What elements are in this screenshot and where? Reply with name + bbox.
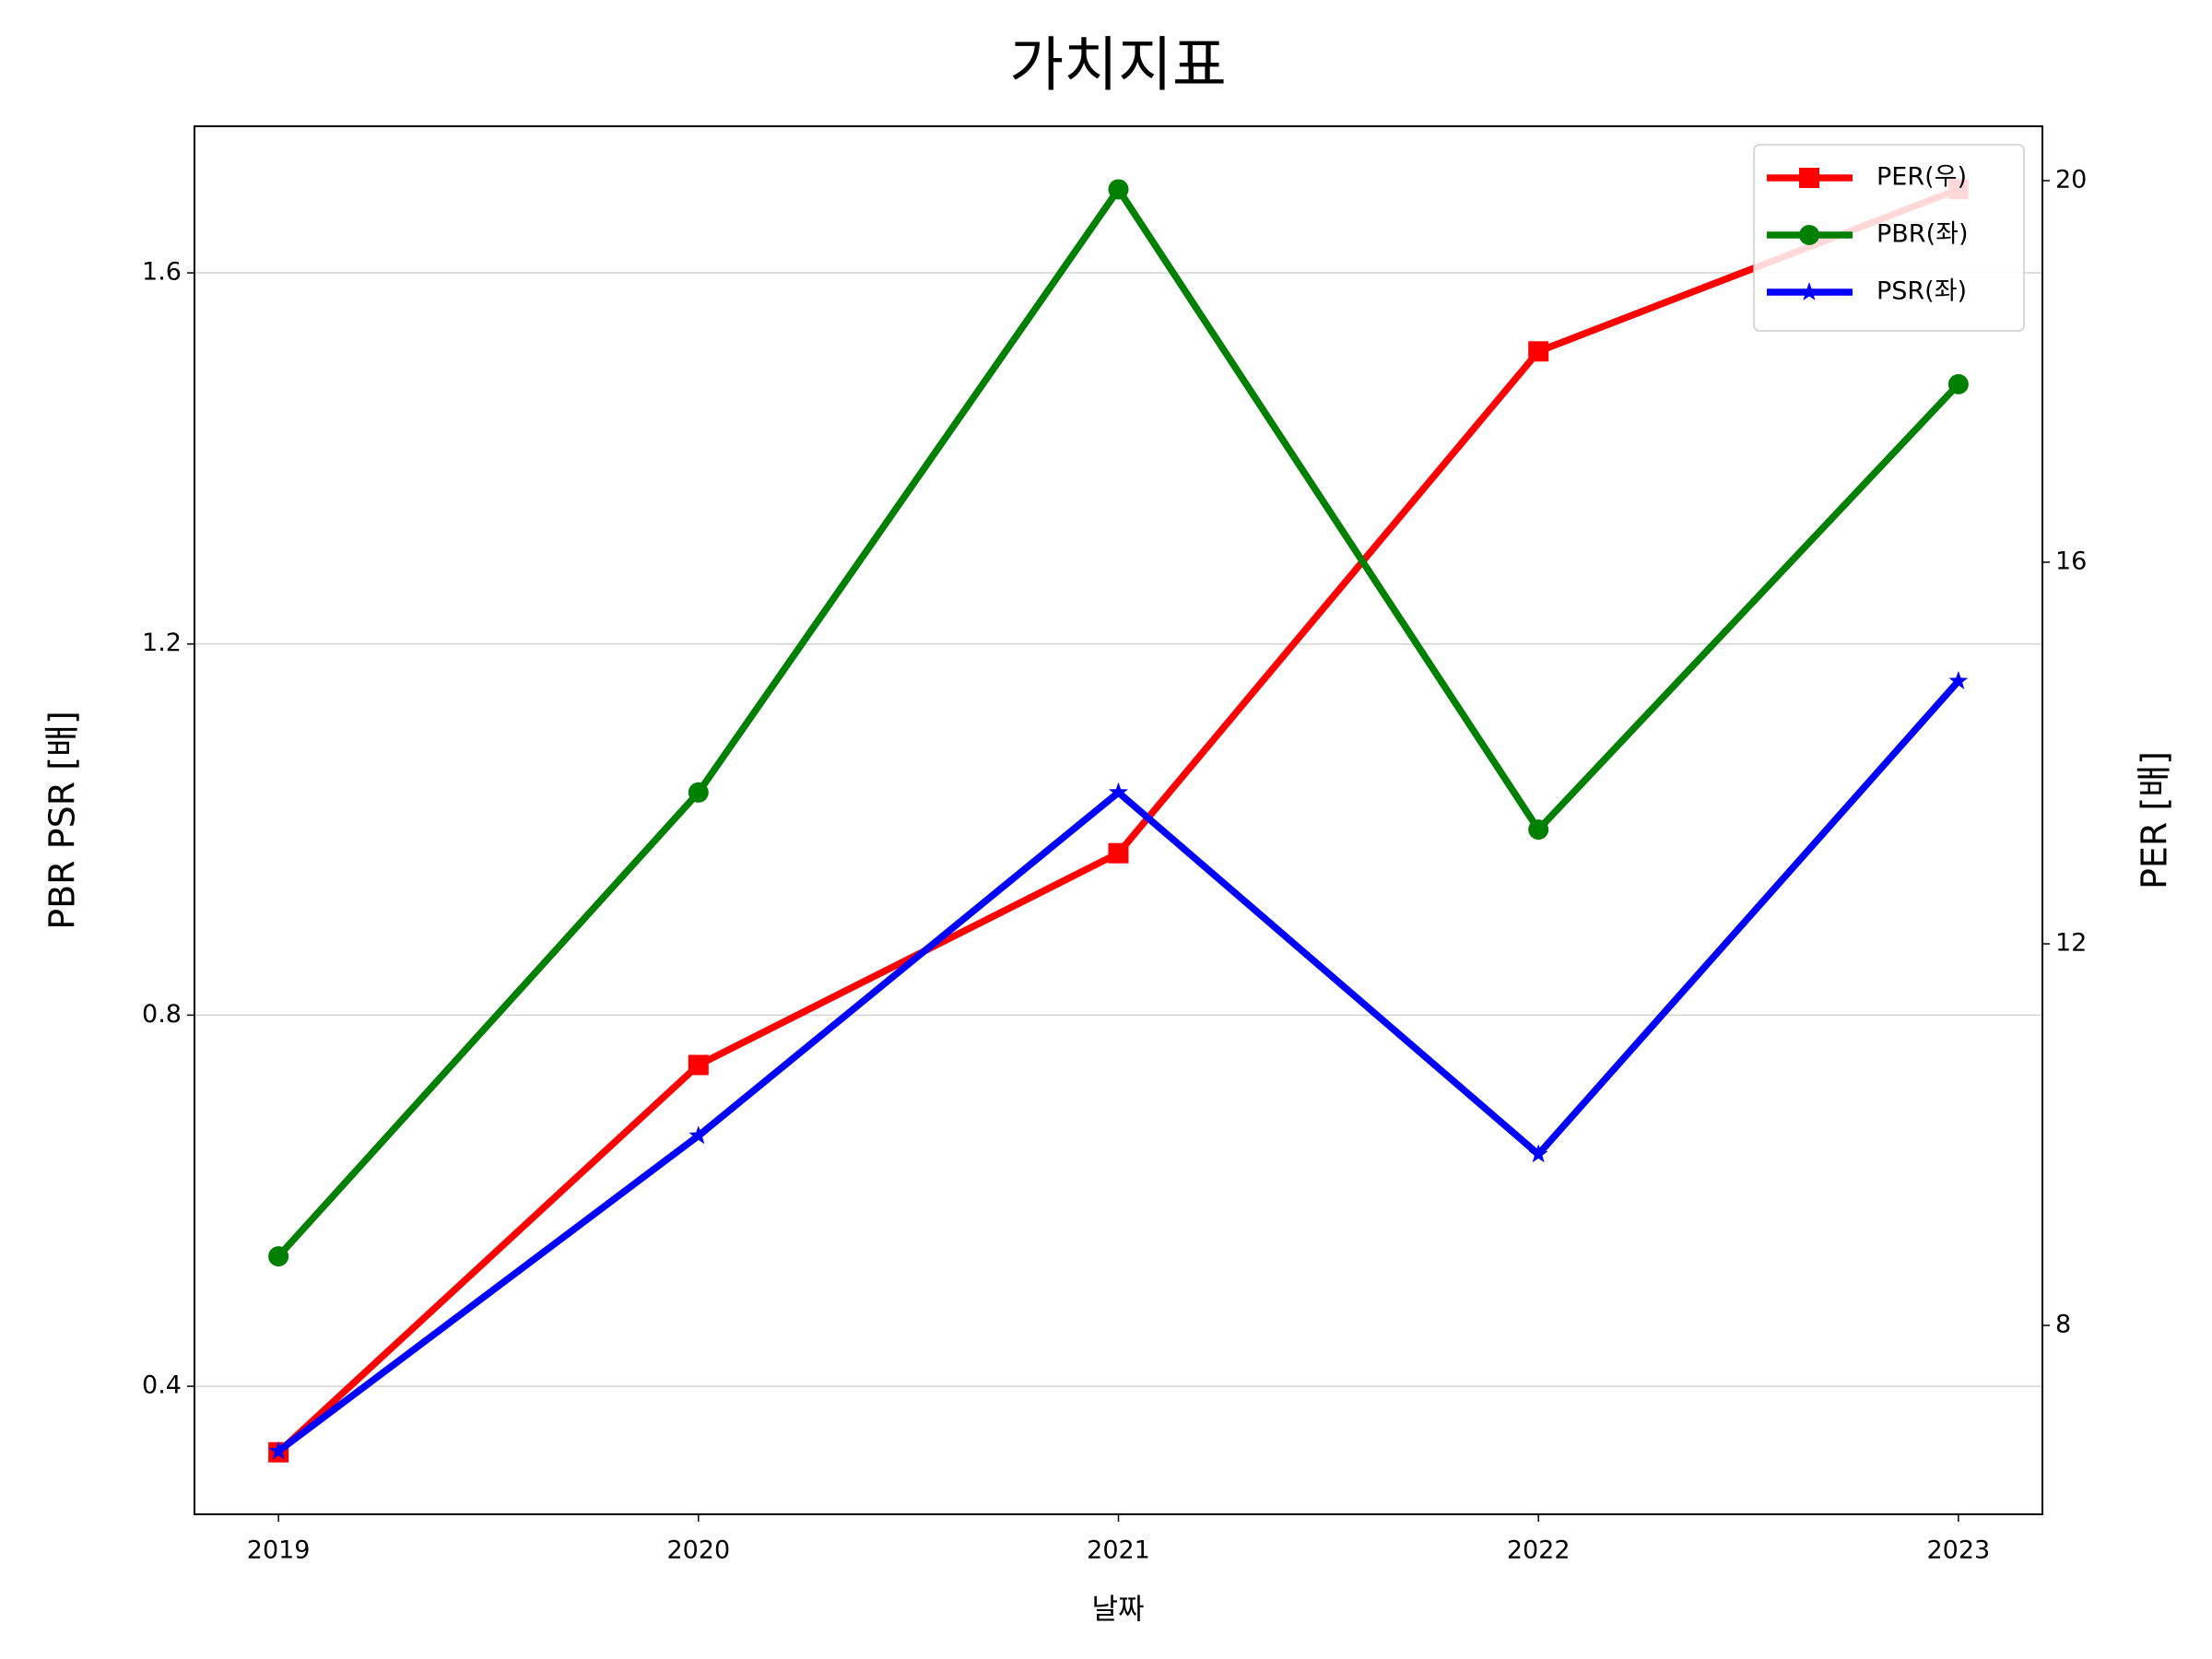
marker	[1528, 819, 1549, 841]
legend-label: PER(우)	[1877, 163, 1967, 192]
marker	[688, 782, 709, 803]
x-tick-label: 2021	[1087, 1536, 1150, 1565]
x-axis-label: 날짜	[1091, 1594, 1144, 1627]
marker	[1799, 168, 1819, 188]
legend-label: PSR(좌)	[1877, 277, 1967, 306]
y-tick-label: 0.8	[142, 1000, 182, 1029]
x-tick-label: 2023	[1927, 1536, 1991, 1565]
marker	[1799, 225, 1819, 245]
y-tick-label: 0.4	[142, 1371, 182, 1400]
y-axis-label: PBR PSR [배]	[42, 711, 83, 930]
legend: PER(우) PBR(좌) PSR(좌)	[1753, 144, 2025, 332]
y2-tick-label: 16	[2055, 547, 2087, 576]
y-tick-label: 1.2	[142, 629, 182, 657]
y2-axis-label: PER [배]	[2135, 751, 2175, 889]
x-tick-label: 2020	[666, 1536, 730, 1565]
legend-box	[1753, 144, 2025, 332]
marker	[1528, 341, 1549, 362]
marker	[1108, 179, 1129, 200]
marker	[1528, 1144, 1548, 1163]
legend-label: PBR(좌)	[1877, 220, 1968, 249]
marker	[268, 1246, 289, 1267]
marker	[1948, 671, 1969, 689]
marker	[1799, 282, 1819, 300]
x-tick-label: 2022	[1507, 1536, 1571, 1565]
marker	[1947, 373, 1969, 394]
marker	[1109, 782, 1128, 801]
chart-title: 가치지표	[1009, 32, 1227, 100]
plot-frame	[194, 125, 2043, 1515]
y-tick-label: 1.6	[142, 258, 182, 287]
y2-tick-label: 8	[2055, 1311, 2071, 1339]
y2-tick-label: 12	[2055, 929, 2087, 958]
marker	[688, 1125, 709, 1145]
marker	[268, 1441, 288, 1460]
marker	[688, 1054, 709, 1076]
marker	[1108, 842, 1129, 864]
y2-tick-label: 20	[2055, 165, 2087, 194]
x-tick-label: 2019	[247, 1536, 311, 1565]
